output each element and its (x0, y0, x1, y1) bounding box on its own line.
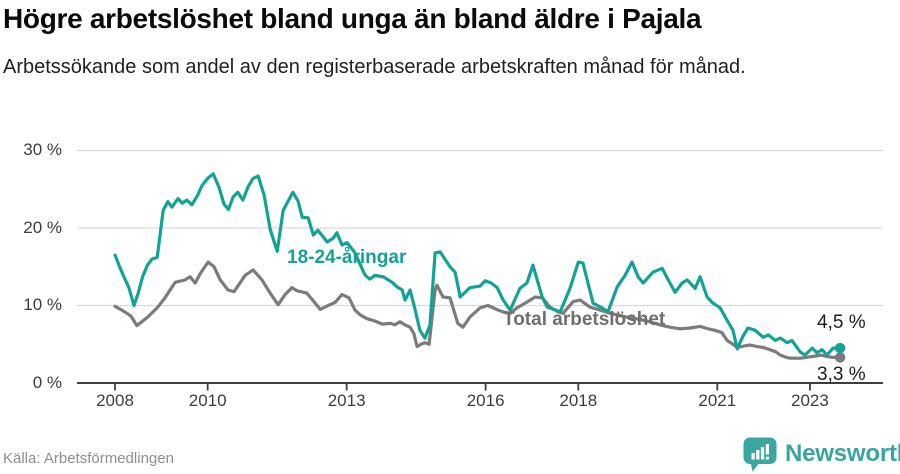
x-tick-label: 2016 (466, 391, 505, 410)
end-dot-youth (834, 342, 846, 354)
y-tick-label: 30 % (23, 140, 62, 159)
line-total (113, 260, 842, 360)
x-tick-label: 2021 (698, 391, 737, 410)
x-tick-label: 2018 (559, 391, 598, 410)
series-label-total: Total arbetslöshet (503, 309, 666, 330)
x-tick-label: 2010 (188, 391, 227, 410)
series-label-youth: 18-24-åringar (287, 247, 407, 268)
x-tick-label: 2008 (96, 391, 134, 410)
chart-subtitle: Arbetssökande som andel av den registerb… (3, 56, 746, 78)
line-youth (113, 172, 842, 357)
y-tick-label: 10 % (23, 295, 62, 314)
y-tick-label: 0 % (32, 372, 62, 392)
source-credit: Källa: Arbetsförmedlingen (3, 450, 174, 467)
end-value-label-total: 3,3 % (817, 364, 866, 385)
newsworthy-wordmark: Newsworthy (785, 440, 900, 467)
newsworthy-icon (743, 437, 777, 471)
end-value-label-youth: 4,5 % (817, 312, 866, 333)
end-dot-total (834, 352, 846, 363)
page-title: Högre arbetslöshet bland unga än bland ä… (3, 3, 702, 34)
newsworthy-logo: Newsworthy (742, 435, 900, 473)
y-tick-label: 20 % (23, 217, 62, 237)
x-tick-label: 2023 (791, 391, 829, 410)
x-tick-label: 2013 (327, 391, 366, 410)
